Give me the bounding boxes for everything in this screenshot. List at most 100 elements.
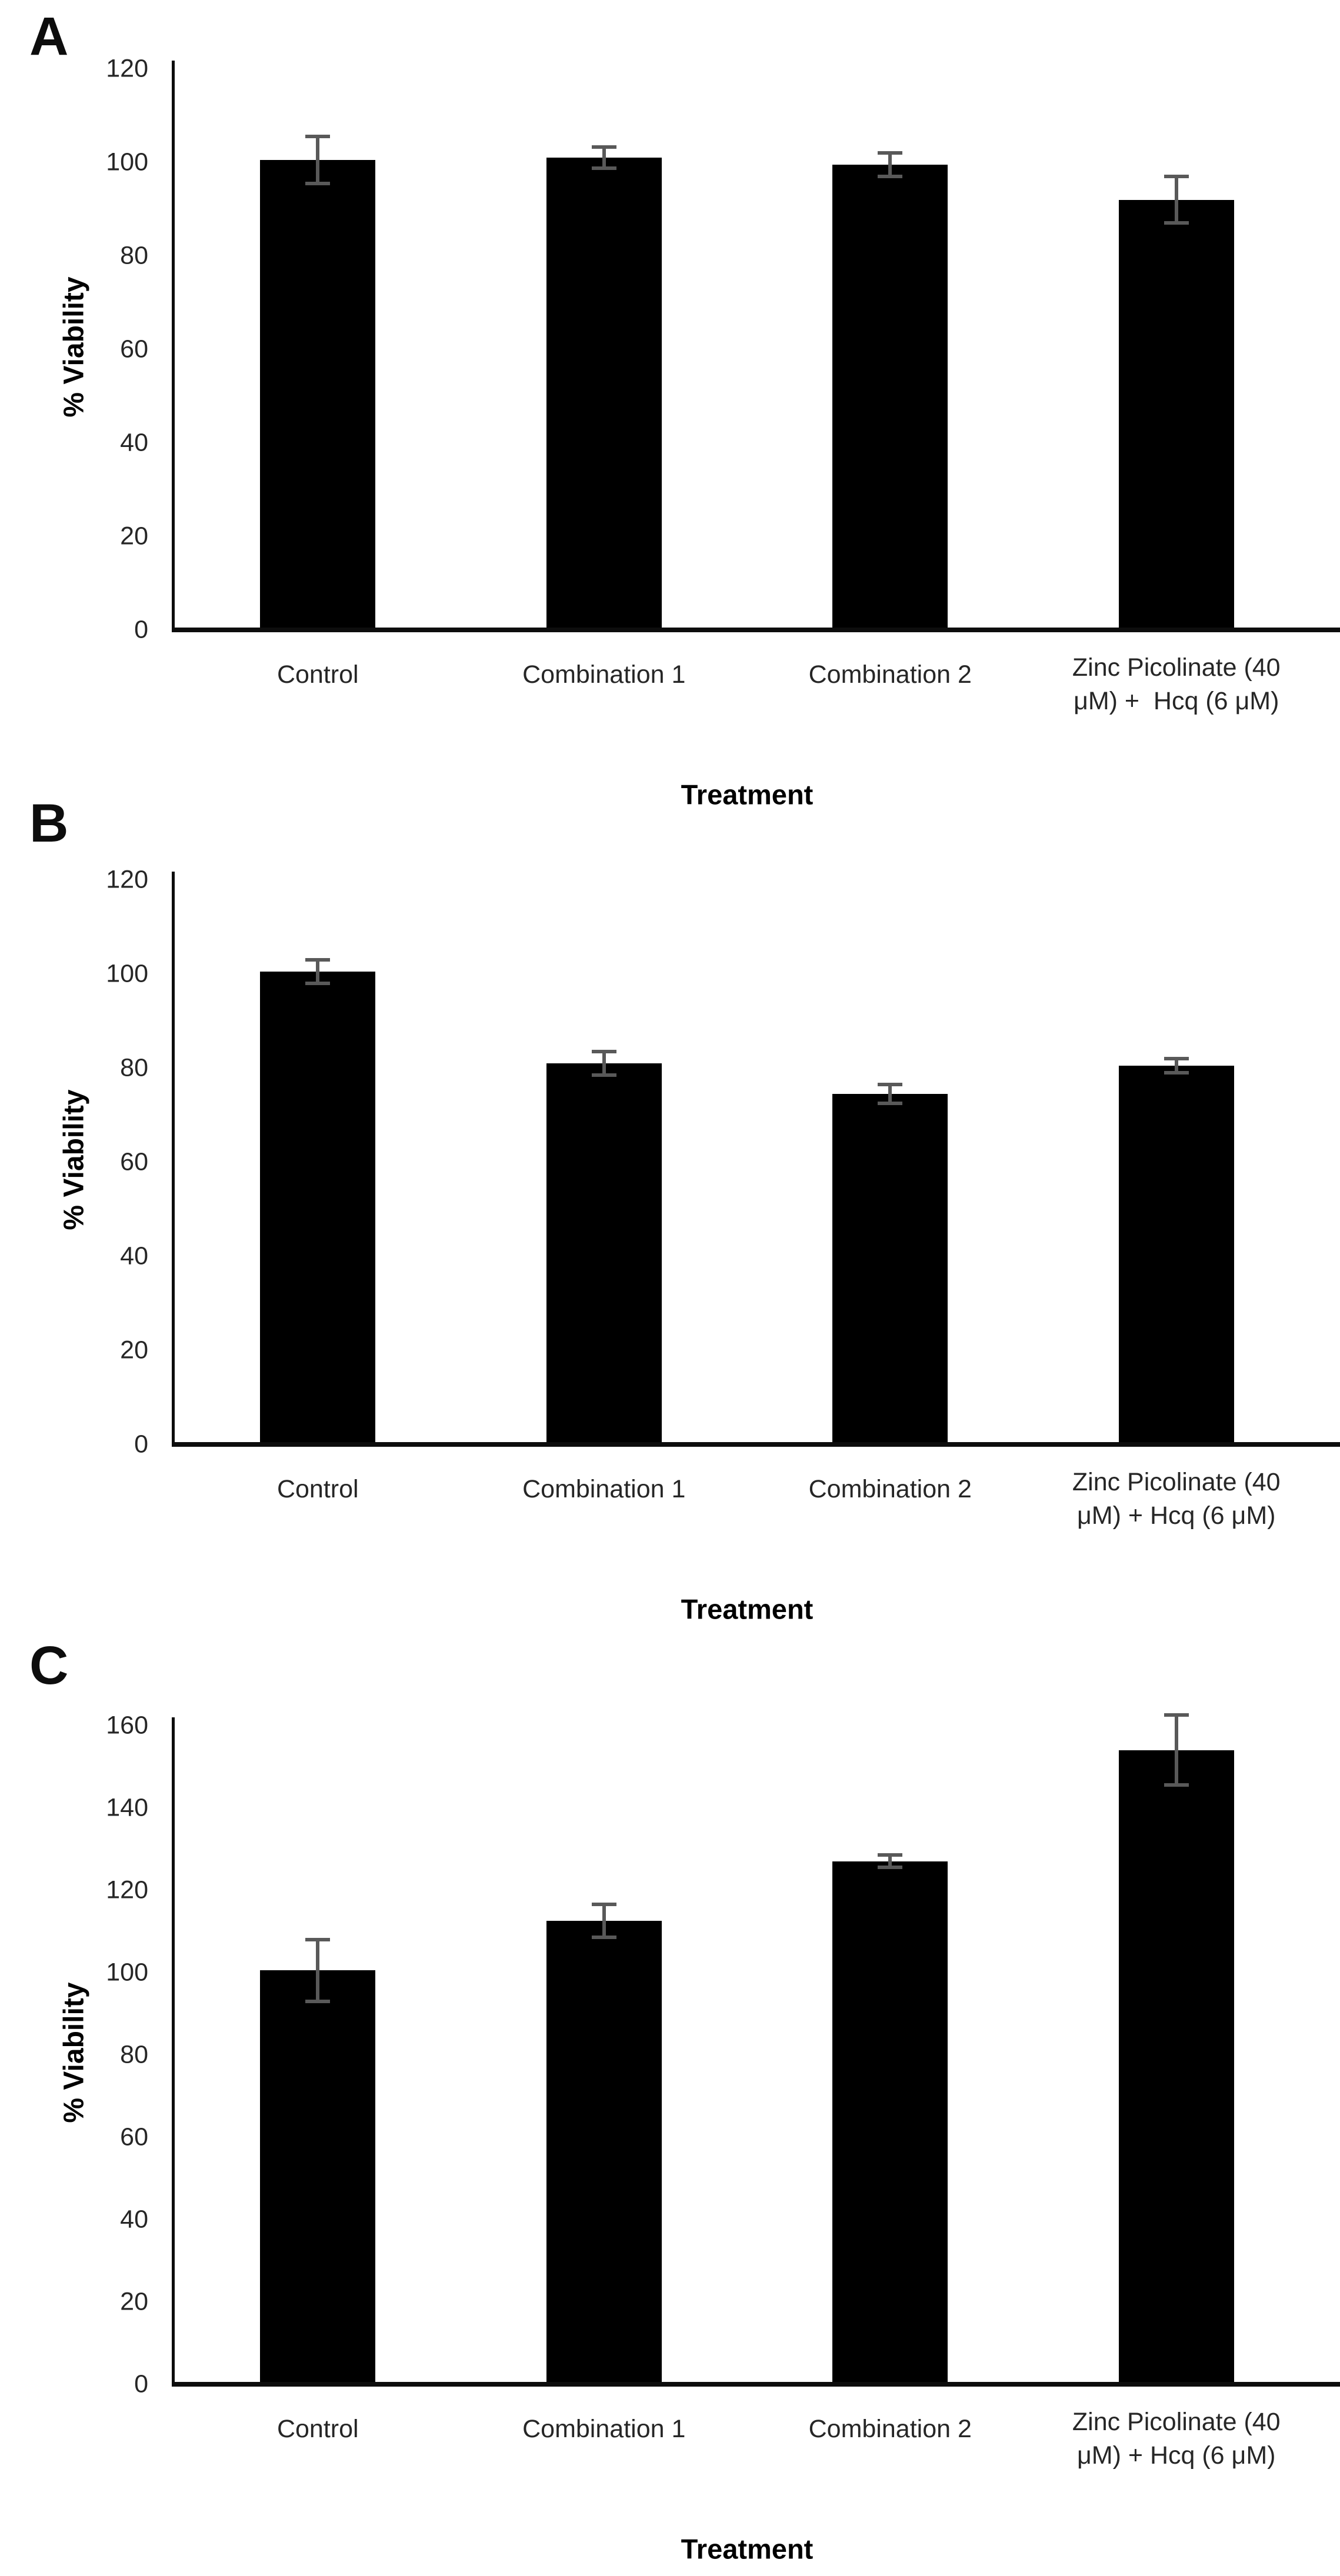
y-tick-label: 60 [120, 1147, 148, 1176]
error-bar-cap-bottom [878, 174, 903, 178]
error-bar-line [1174, 1715, 1178, 1785]
error-bar-cap-bottom [591, 1936, 616, 1939]
y-tick-label: 80 [120, 1053, 148, 1082]
bar-combination-2 [832, 1094, 948, 1442]
error-bar-cap-bottom [305, 982, 331, 985]
error-bar-line [888, 1855, 892, 1867]
bar-combination-2 [832, 164, 948, 628]
error-bar-cap-top [1164, 1057, 1189, 1060]
error-bar-cap-top [1164, 1713, 1189, 1717]
error-bar-line [602, 1904, 606, 1937]
x-tick-label: Zinc Picolinate (40 μM) + Hcq (6 μM) [1022, 1466, 1332, 1533]
error-bar-cap-top [591, 1050, 616, 1053]
y-tick-label: 120 [106, 865, 148, 894]
error-bar-cap-bottom [1164, 1071, 1189, 1075]
x-tick-label: Combination 2 [735, 1473, 1045, 1506]
x-tick-label: Combination 2 [735, 658, 1045, 692]
x-axis-line [172, 628, 1340, 632]
error-bar-cap-bottom [878, 1102, 903, 1105]
x-tick-label-line: Zinc Picolinate (40 [1072, 653, 1281, 682]
y-tick-label: 160 [106, 1711, 148, 1740]
x-tick-label: Zinc Picolinate (40 μM) + Hcq (6 μM) [1022, 2405, 1332, 2472]
x-axis-line [172, 1442, 1340, 1447]
bar-control [260, 160, 376, 628]
x-tick-label: Zinc Picolinate (40 μM) + Hcq (6 μM) [1022, 651, 1332, 718]
y-tick-label: 20 [120, 1336, 148, 1364]
x-tick-label: Control [163, 2413, 473, 2446]
y-tick-label: 40 [120, 1242, 148, 1270]
y-axis-line [172, 872, 175, 1447]
y-tick-label: 140 [106, 1793, 148, 1822]
error-bar-cap-bottom [591, 1073, 616, 1077]
bar-combination-2 [832, 1861, 948, 2382]
y-tick-label: 100 [106, 1958, 148, 1987]
x-tick-label-line: Combination 1 [522, 660, 686, 689]
error-bar-line [888, 1085, 892, 1103]
x-tick-label: Control [163, 1473, 473, 1506]
x-tick-label-line: μM) + Hcq (6 μM) [1077, 1501, 1276, 1530]
x-tick-label-line: Control [276, 660, 359, 689]
error-bar-cap-top [305, 135, 331, 139]
bar-combination-1 [546, 1921, 662, 2382]
x-tick-label-line: Zinc Picolinate (40 [1072, 2408, 1281, 2436]
y-tick-label: 80 [120, 2040, 148, 2069]
error-bar-cap-bottom [878, 1866, 903, 1869]
x-axis-title: Treatment [681, 2533, 814, 2565]
x-tick-label-line: μM) + Hcq (6 μM) [1077, 2441, 1276, 2470]
x-axis-title: Treatment [681, 779, 814, 810]
x-tick-label-line: μM) + Hcq (6 μM) [1074, 687, 1279, 715]
x-axis-title: Treatment [681, 1593, 814, 1625]
x-tick-label-line: Control [276, 1475, 359, 1503]
x-axis-line [172, 2382, 1340, 2387]
x-tick-label-line: Combination 1 [522, 1475, 686, 1503]
x-tick-label: Combination 2 [735, 2413, 1045, 2446]
x-tick-label-line: Combination 2 [808, 660, 972, 689]
x-tick-label: Combination 1 [449, 1473, 759, 1506]
x-tick-label: Control [163, 658, 473, 692]
bar-combination-1 [546, 1063, 662, 1442]
error-bar-line [602, 146, 606, 169]
y-tick-label: 40 [120, 428, 148, 457]
y-tick-label: 60 [120, 2123, 148, 2151]
x-tick-label-line: Zinc Picolinate (40 [1072, 1468, 1281, 1496]
bar-zinc-picolinate-40-m-hcq-6-m [1118, 199, 1234, 628]
bar-zinc-picolinate-40-m-hcq-6-m [1118, 1750, 1234, 2382]
y-tick-label: 20 [120, 2287, 148, 2316]
error-bar-line [316, 136, 320, 183]
error-bar-cap-top [878, 1083, 903, 1086]
error-bar-cap-top [591, 1903, 616, 1906]
y-axis-title: % Viability [58, 1982, 90, 2123]
y-axis-title: % Viability [58, 276, 90, 418]
y-tick-label: 20 [120, 522, 148, 550]
error-bar-cap-top [1164, 174, 1189, 178]
x-tick-label: Combination 1 [449, 2413, 759, 2446]
error-bar-cap-top [878, 1853, 903, 1857]
error-bar-cap-bottom [305, 181, 331, 185]
y-tick-label: 0 [134, 2370, 148, 2398]
x-tick-label-line: Combination 2 [808, 2415, 972, 2443]
panel-letter-c: C [29, 1636, 69, 1696]
error-bar-cap-bottom [305, 1999, 331, 2003]
bar-control [260, 972, 376, 1442]
error-bar-cap-top [878, 151, 903, 155]
error-bar-cap-top [305, 958, 331, 962]
x-tick-label: Combination 1 [449, 658, 759, 692]
error-bar-line [1174, 176, 1178, 223]
error-bar-cap-bottom [591, 166, 616, 171]
y-axis-title: % Viability [58, 1089, 90, 1230]
bar-combination-1 [546, 158, 662, 628]
error-bar-line [888, 153, 892, 176]
error-bar-cap-bottom [1164, 221, 1189, 225]
error-bar-cap-top [305, 1937, 331, 1941]
error-bar-line [1174, 1059, 1178, 1073]
y-tick-label: 40 [120, 2205, 148, 2234]
x-tick-label-line: Combination 1 [522, 2415, 686, 2443]
panel-letter-b: B [29, 793, 69, 853]
bar-zinc-picolinate-40-m-hcq-6-m [1118, 1066, 1234, 1442]
error-bar-line [602, 1052, 606, 1075]
y-tick-label: 0 [134, 1430, 148, 1459]
error-bar-line [316, 960, 320, 983]
y-tick-label: 120 [106, 1876, 148, 1904]
y-tick-label: 80 [120, 241, 148, 270]
